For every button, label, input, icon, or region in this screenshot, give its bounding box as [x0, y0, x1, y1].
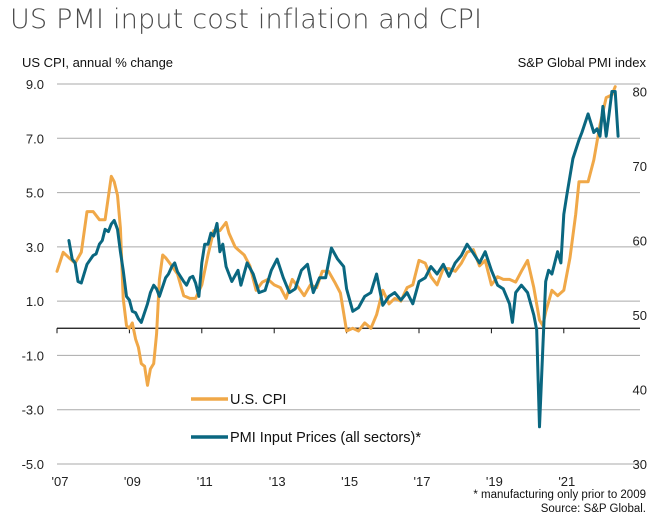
left-tick-label: -5.0	[22, 457, 44, 472]
chart-title: US PMI input cost inflation and CPI	[10, 4, 483, 35]
left-tick-label: -1.0	[22, 348, 44, 363]
right-axis-ticks: 80 70 60 50 40 30	[633, 85, 647, 473]
legend: U.S. CPI PMI Input Prices (all sectors)*	[191, 392, 421, 446]
x-tick-label: '19	[486, 474, 503, 489]
x-axis: '07 '09 '11 '13 '15 '17 '19 '21	[52, 327, 640, 489]
series-line-us-cpi	[55, 85, 617, 387]
x-tick-label: '17	[414, 474, 431, 489]
legend-label: PMI Input Prices (all sectors)*	[230, 430, 421, 446]
left-tick-label: -3.0	[22, 403, 44, 418]
right-tick-label: 60	[633, 234, 647, 249]
left-tick-label: 1.0	[26, 294, 44, 309]
left-axis-title: US CPI, annual % change	[22, 55, 174, 70]
x-tick-label: '11	[197, 474, 213, 489]
right-tick-label: 70	[633, 159, 647, 174]
x-tick-label: '09	[124, 474, 141, 489]
right-tick-label: 40	[633, 383, 647, 398]
x-tick-label: '15	[341, 474, 358, 489]
right-tick-label: 80	[633, 85, 647, 100]
legend-label: U.S. CPI	[230, 392, 286, 408]
footnote: * manufacturing only prior to 2009	[473, 489, 646, 501]
x-tick-label: '21	[558, 474, 575, 489]
x-tick-label: '13	[269, 474, 286, 489]
right-axis-title: S&P Global PMI index	[517, 55, 646, 70]
x-tick-label: '07	[52, 474, 69, 489]
gridlines	[57, 83, 640, 465]
left-tick-label: 3.0	[26, 240, 44, 255]
left-tick-label: 7.0	[26, 131, 44, 146]
source-note: Source: S&P Global.	[540, 503, 646, 515]
right-tick-label: 50	[633, 308, 647, 323]
left-tick-label: 5.0	[26, 186, 44, 201]
right-tick-label: 30	[633, 457, 647, 472]
left-tick-label: 9.0	[26, 77, 44, 92]
series-lines	[55, 85, 620, 429]
series-line-pmi-input-prices	[67, 90, 620, 429]
left-axis-ticks: 9.0 7.0 5.0 3.0 1.0 -1.0 -3.0 -5.0	[22, 77, 44, 472]
